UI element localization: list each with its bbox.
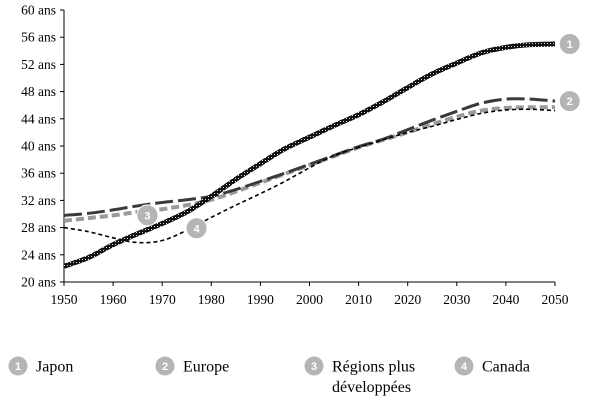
legend-label: Europe (183, 359, 229, 376)
series-badge-3: 3 (136, 204, 159, 227)
badge-circle (558, 33, 581, 55)
y-tick-label: 32 ans (21, 193, 56, 208)
legend-badge-number: 4 (461, 361, 468, 373)
y-tick-label: 56 ans (21, 30, 56, 45)
legend-badge-circle (8, 356, 28, 376)
badge-number: 3 (144, 210, 150, 222)
y-tick-label: 52 ans (21, 57, 56, 72)
badge-circle (136, 204, 159, 227)
x-tick-label: 2000 (296, 292, 323, 307)
x-tick-label: 1950 (51, 292, 78, 307)
legend-badge-number: 3 (311, 361, 317, 373)
series-line-4 (63, 108, 556, 244)
y-tick-label: 20 ans (21, 275, 56, 290)
legend-badge-number: 1 (15, 361, 21, 373)
x-tick-label: 2050 (542, 292, 569, 307)
series-line-2 (63, 97, 556, 217)
legend-badge-number: 2 (162, 361, 168, 373)
x-tick-label: 1980 (198, 292, 225, 307)
legend: 1 Japon 2 Europe 3 Régions plus développées 4 Ca… (8, 356, 530, 396)
badge-number: 2 (567, 96, 573, 108)
x-tick-label: 2040 (492, 292, 519, 307)
legend-item-2: 2 Europe (155, 356, 229, 376)
series-group (63, 41, 556, 269)
x-tick-label: 2030 (443, 292, 470, 307)
legend-label: Canada (482, 359, 530, 376)
y-tick-label: 40 ans (21, 139, 56, 154)
badge-number: 1 (567, 39, 573, 51)
x-tick-label: 1990 (247, 292, 274, 307)
series-badge-2: 2 (558, 90, 581, 113)
y-tick-label: 48 ans (21, 84, 56, 99)
y-tick-label: 24 ans (21, 247, 56, 262)
legend-item-1: 1 Japon (8, 356, 73, 376)
y-tick-label: 44 ans (21, 111, 56, 126)
series-line-1 (63, 41, 556, 269)
legend-label: Japon (36, 359, 73, 376)
badge-circle (558, 90, 581, 113)
badge-circle (185, 217, 208, 240)
series-line-3 (63, 105, 556, 223)
legend-item-3: 3 Régions plus développées (304, 356, 415, 396)
x-tick-label: 2010 (345, 292, 372, 307)
x-tick-label: 1960 (100, 292, 127, 307)
legend-badge-circle (454, 356, 474, 376)
badge-number: 4 (194, 223, 201, 235)
axes: 20 ans 24 ans 28 ans 32 ans 36 ans 40 ans 44 a… (21, 3, 569, 308)
legend-label: Régions plus (332, 359, 415, 376)
series-badge-1: 1 (558, 33, 581, 55)
y-tick-label: 28 ans (21, 220, 56, 235)
legend-badge-circle (304, 356, 324, 376)
x-tick-label: 1970 (149, 292, 176, 307)
series-badges: 1 2 3 4 (136, 33, 581, 240)
x-tick-label: 2020 (394, 292, 421, 307)
series-badge-4: 4 (185, 217, 208, 240)
legend-badge-circle (155, 356, 175, 376)
y-tick-label: 36 ans (21, 166, 56, 181)
y-tick-label: 60 ans (21, 3, 56, 18)
legend-label-line2: développées (332, 379, 411, 396)
legend-item-4: 4 Canada (454, 356, 530, 376)
